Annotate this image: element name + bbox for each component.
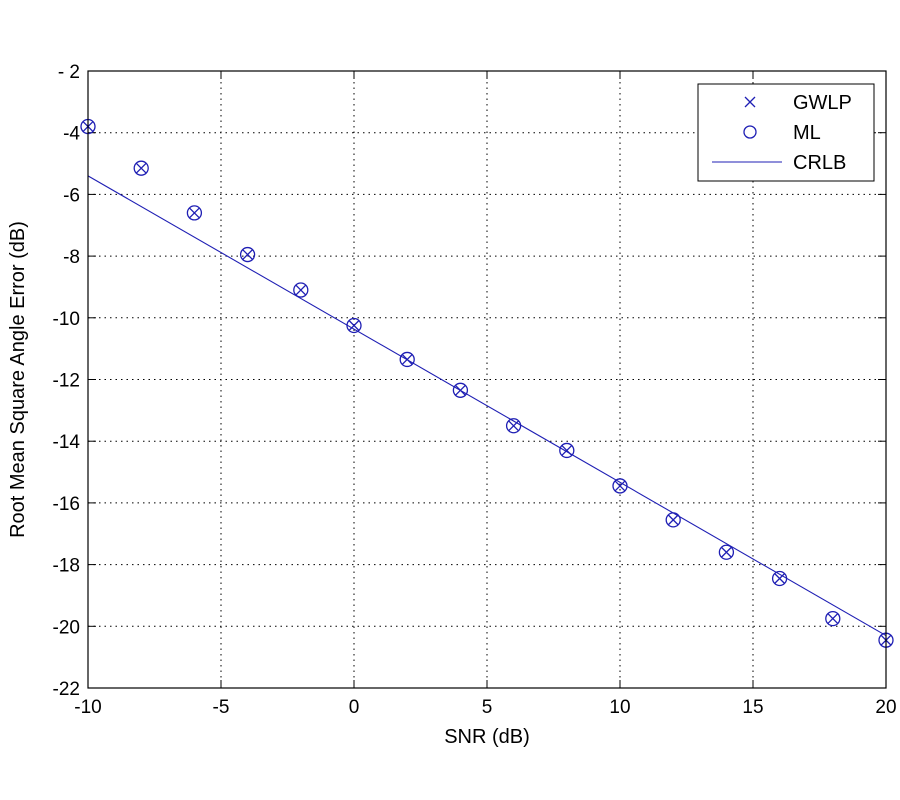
gwlp-point [774, 573, 786, 584]
ml-point [718, 544, 735, 560]
ml-point [239, 246, 256, 263]
legend-label-ml: ML [793, 122, 821, 144]
y-tick-label: -22 [53, 679, 80, 700]
y-tick-label: -20 [53, 617, 80, 638]
ml-point [559, 442, 575, 459]
x-tick-label: 5 [482, 697, 493, 718]
ml-point [399, 351, 415, 368]
y-tick-label: -18 [53, 556, 80, 577]
grid [88, 71, 886, 688]
y-tick-label: -4 [63, 124, 80, 145]
tick-labels: -10 -5 0 5 10 15 20 -22 -20 -18 -16 -14 -12 -10 -8 -6 -4… [53, 62, 897, 718]
gwlp-point [135, 162, 147, 174]
ml-point [293, 282, 309, 298]
series-crlb [87, 175, 887, 637]
y-tick-label: -6 [63, 185, 80, 206]
ml-point [505, 418, 522, 434]
gwlp-point [827, 613, 839, 625]
x-tick-label: -10 [74, 697, 101, 718]
gwlp-point [295, 284, 307, 296]
ml-point [825, 610, 841, 627]
crlb-line [87, 175, 887, 637]
legend: GWLP ML CRLB [697, 83, 875, 182]
ml-point [133, 160, 149, 176]
x-tick-label: 20 [875, 697, 896, 718]
legend-gwlp-marker [744, 96, 756, 108]
ml-point [452, 382, 469, 398]
legend-label-gwlp: GWLP [793, 92, 852, 114]
gwlp-point [720, 546, 732, 558]
x-tick-label: 10 [609, 697, 630, 718]
series-ml [80, 118, 894, 648]
y-tick-label: -10 [53, 309, 80, 330]
y-tick-label: -14 [53, 432, 81, 453]
x-tick-label: -5 [213, 697, 230, 718]
y-tick-label: - 2 [58, 62, 80, 83]
y-tick-label: -8 [63, 247, 80, 268]
x-tick-label: 15 [742, 697, 763, 718]
gwlp-point [348, 320, 360, 331]
gwlp-point [188, 207, 200, 219]
legend-ml-marker [743, 125, 757, 139]
ml-point [186, 205, 203, 221]
gwlp-point [667, 514, 679, 526]
y-tick-label: -16 [53, 494, 80, 515]
gwlp-point [614, 480, 626, 492]
legend-label-crlb: CRLB [793, 152, 846, 174]
legend-box [697, 83, 875, 182]
plot-area [80, 118, 894, 648]
x-tick-label: 0 [349, 697, 360, 718]
gwlp-point [242, 249, 254, 261]
axes-box [87, 70, 887, 689]
y-tick-label: -12 [53, 371, 80, 392]
y-axis-label: Root Mean Square Angle Error (dB) [7, 221, 29, 538]
x-axis-label: SNR (dB) [444, 726, 530, 748]
